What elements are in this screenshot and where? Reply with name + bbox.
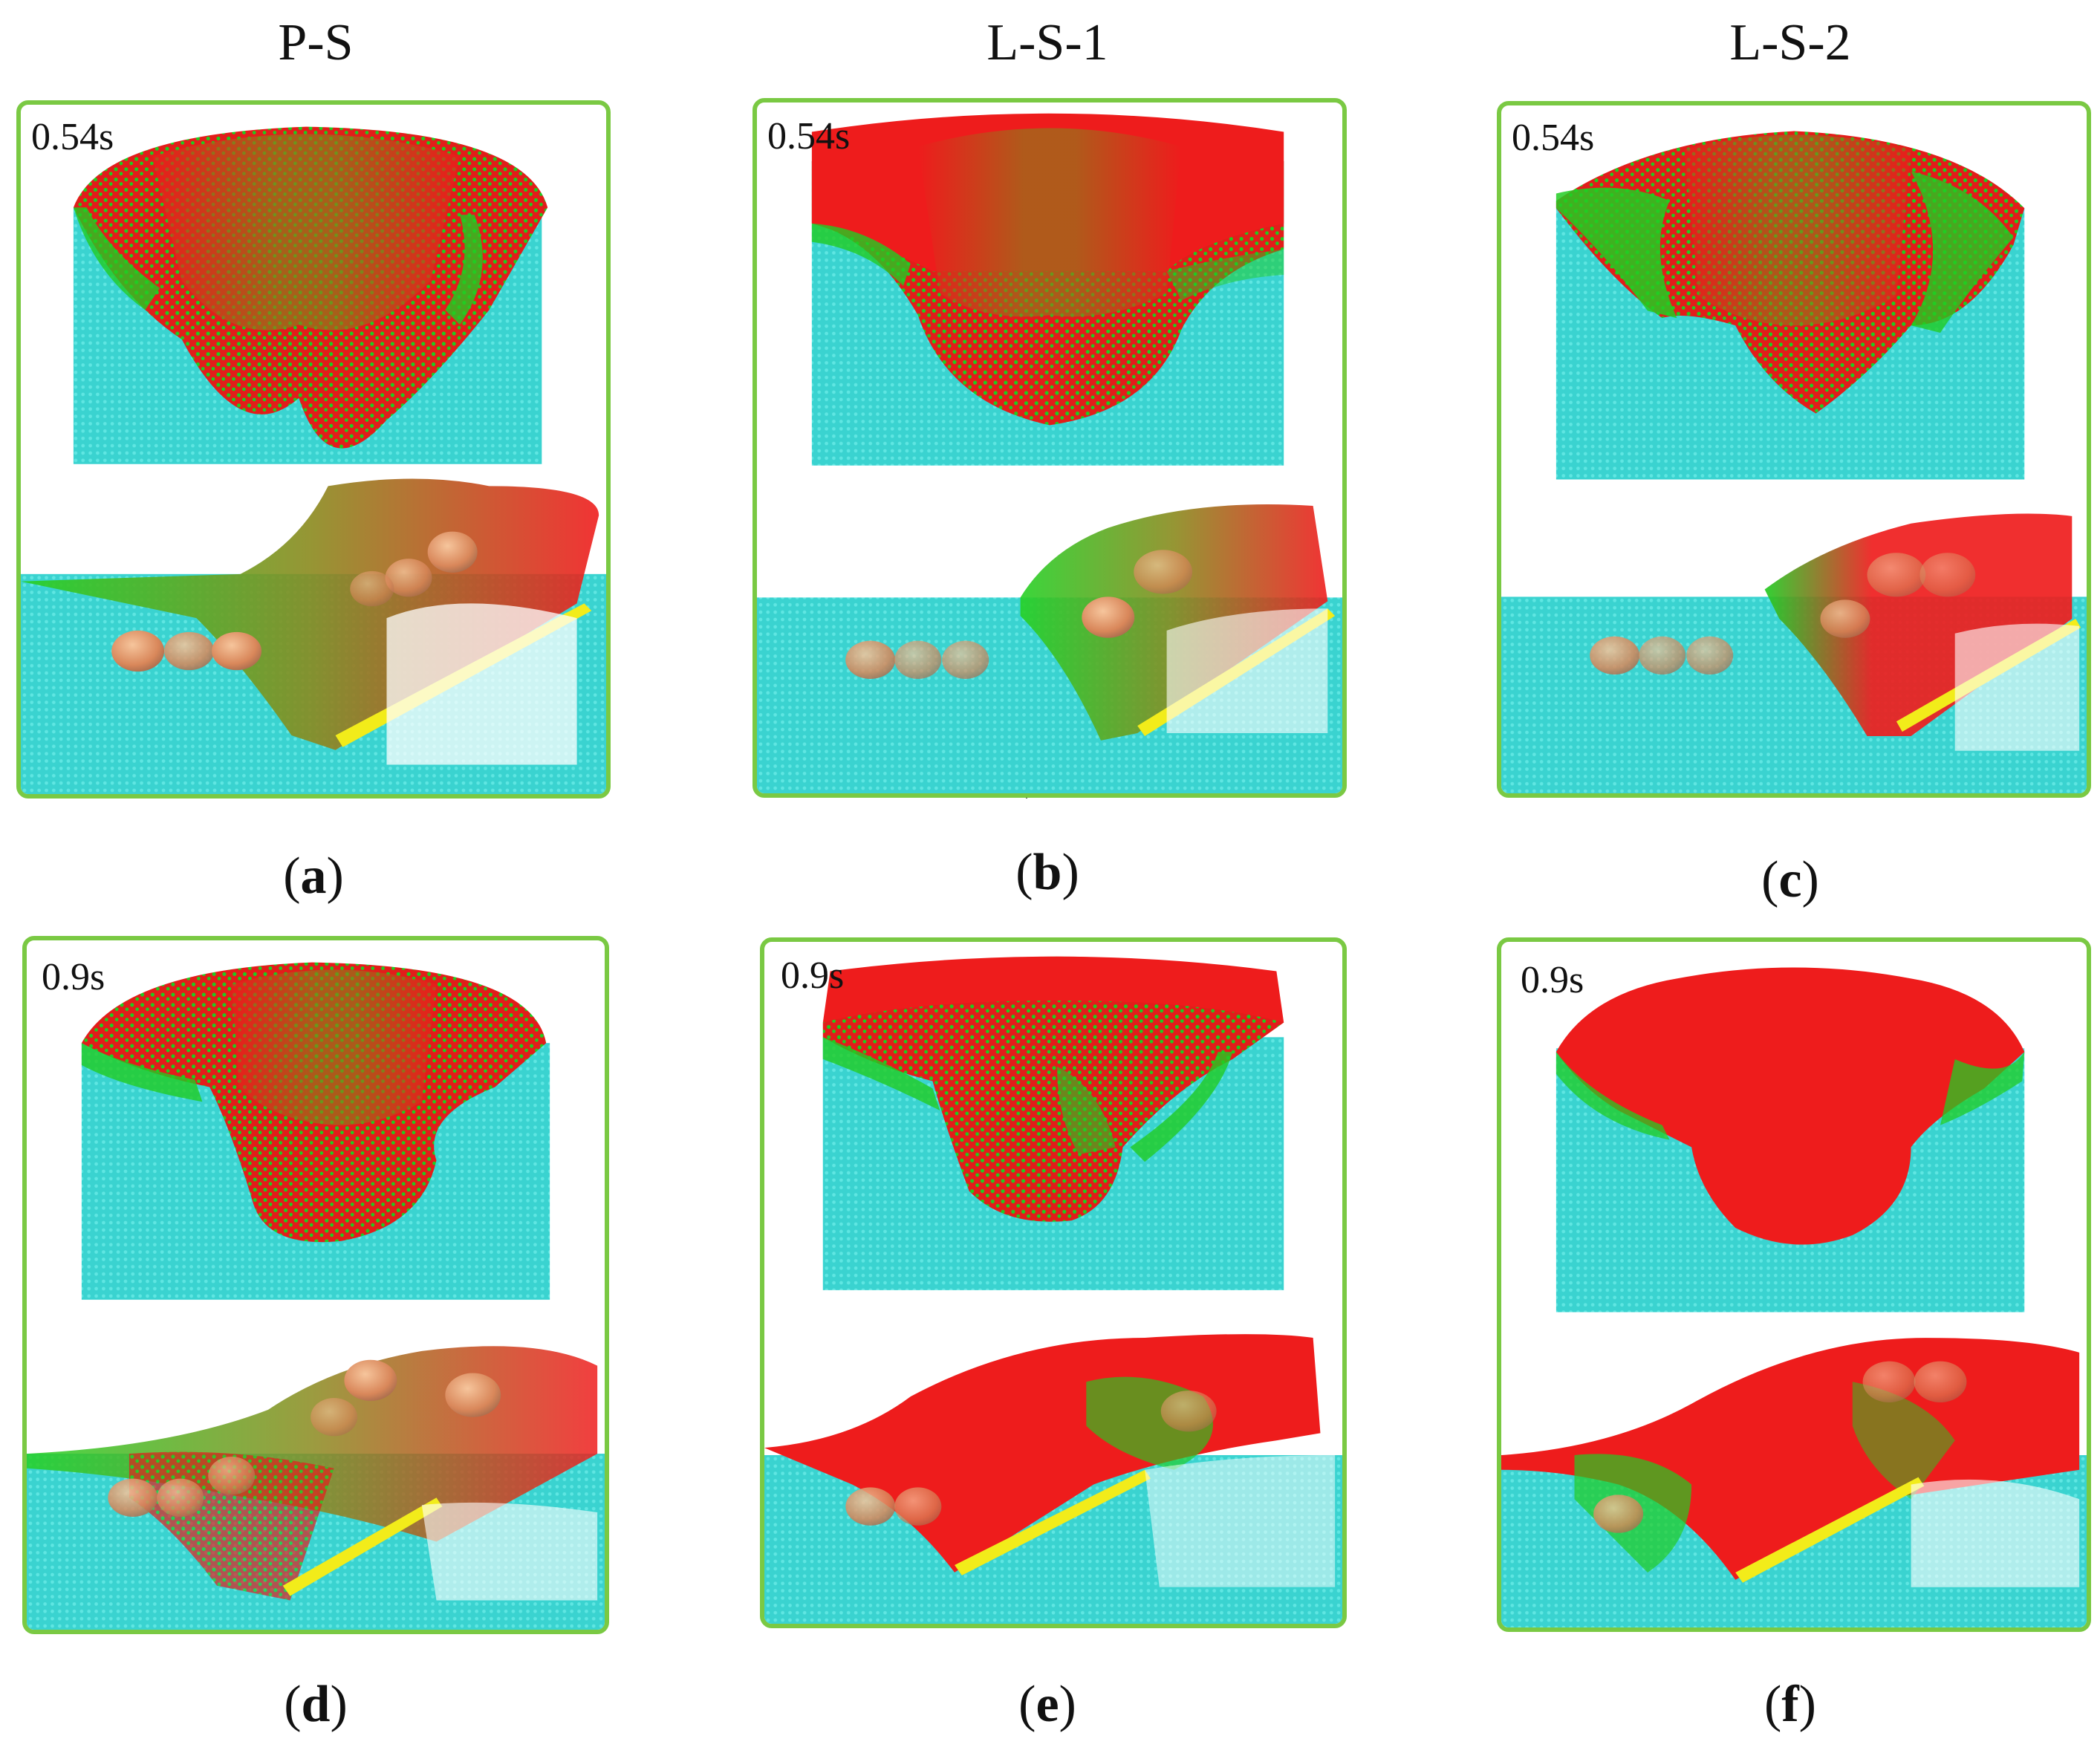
caption-letter: f: [1781, 1676, 1799, 1733]
caption-letter: b: [1033, 844, 1062, 901]
simulation-image-b: [757, 113, 1342, 793]
column-title-p-s: P-S: [278, 14, 354, 71]
panel-b: 0.54s: [752, 98, 1347, 798]
panel-e: 0.9s: [760, 937, 1347, 1628]
caption-f: (f): [1764, 1676, 1816, 1733]
caption-e: (e): [1018, 1676, 1076, 1733]
simulation-image-f: [1501, 967, 2087, 1627]
panel-a: 0.54s: [16, 100, 611, 799]
caption-letter: e: [1036, 1676, 1059, 1733]
time-label: 0.9s: [781, 954, 845, 997]
caption-c: (c): [1761, 851, 1819, 908]
column-title-l-s-1: L-S-1: [986, 14, 1108, 71]
simulation-image-a: [21, 126, 606, 794]
column-title-l-s-2: L-S-2: [1729, 14, 1851, 71]
time-label: 0.54s: [31, 116, 114, 158]
caption-letter: d: [301, 1676, 331, 1733]
time-label: 0.54s: [767, 115, 851, 157]
caption-d: (d): [284, 1676, 348, 1733]
caption-a: (a): [283, 848, 344, 905]
time-label: 0.9s: [1521, 959, 1584, 1001]
time-label: 0.9s: [42, 956, 105, 998]
simulation-image-c: [1501, 131, 2087, 793]
simulation-image-e: [764, 956, 1342, 1624]
panel-d: 0.9s: [22, 936, 609, 1634]
time-label: 0.54s: [1512, 117, 1595, 159]
caption-letter: a: [300, 848, 327, 905]
panel-f: 0.9s: [1497, 937, 2091, 1632]
simulation-image-d: [27, 962, 605, 1630]
caption-letter: c: [1778, 851, 1802, 908]
caption-b: (b): [1015, 844, 1079, 901]
panel-c: 0.54s: [1497, 101, 2091, 798]
